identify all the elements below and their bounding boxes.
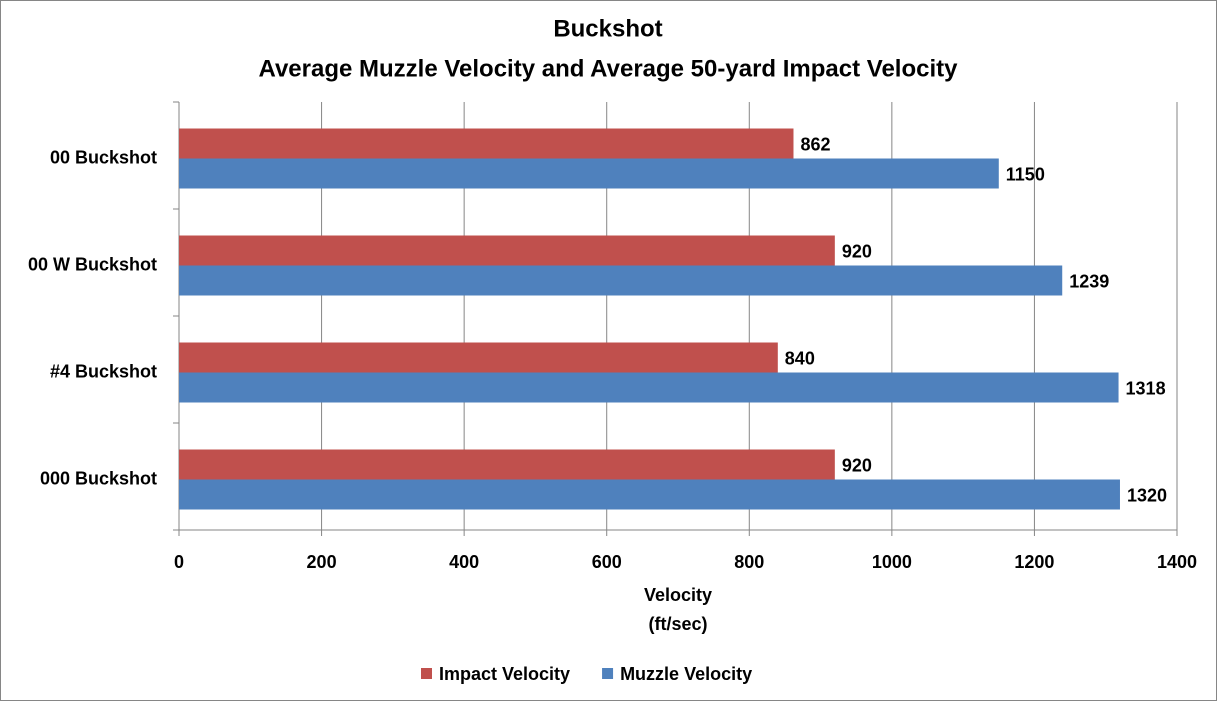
bar (179, 479, 1120, 510)
bar (179, 158, 999, 189)
legend-swatch (421, 668, 432, 679)
y-tick-label: #4 Buckshot (50, 361, 157, 381)
x-tick-label: 1000 (872, 552, 912, 572)
bar (179, 128, 794, 159)
x-tick-label: 400 (449, 552, 479, 572)
bar (179, 342, 778, 373)
x-tick-label: 0 (174, 552, 184, 572)
x-axis-title: (ft/sec) (648, 614, 707, 634)
x-tick-label: 1200 (1014, 552, 1054, 572)
data-label: 920 (842, 241, 872, 261)
x-tick-label: 600 (592, 552, 622, 572)
y-tick-label: 00 W Buckshot (28, 254, 157, 274)
data-label: 1320 (1127, 485, 1167, 505)
bar (179, 449, 835, 480)
x-tick-label: 1400 (1157, 552, 1197, 572)
data-label: 920 (842, 455, 872, 475)
data-label: 1150 (1006, 164, 1045, 184)
legend-label: Impact Velocity (439, 664, 570, 684)
y-tick-label: 000 Buckshot (40, 468, 157, 488)
y-tick-label: 00 Buckshot (50, 147, 157, 167)
data-label: 1318 (1126, 378, 1166, 398)
data-label: 1239 (1069, 271, 1109, 291)
legend-swatch (602, 668, 614, 679)
bar (179, 265, 1063, 296)
x-tick-label: 800 (734, 552, 764, 572)
x-tick-label: 200 (307, 552, 337, 572)
bar (179, 372, 1119, 403)
data-label: 862 (800, 134, 830, 154)
x-axis-title: Velocity (644, 585, 712, 605)
legend-label: Muzzle Velocity (620, 664, 752, 684)
data-label: 840 (785, 348, 815, 368)
chart-subtitle: Average Muzzle Velocity and Average 50-y… (259, 55, 959, 82)
bar (179, 235, 835, 266)
chart-title: Buckshot (553, 15, 662, 42)
